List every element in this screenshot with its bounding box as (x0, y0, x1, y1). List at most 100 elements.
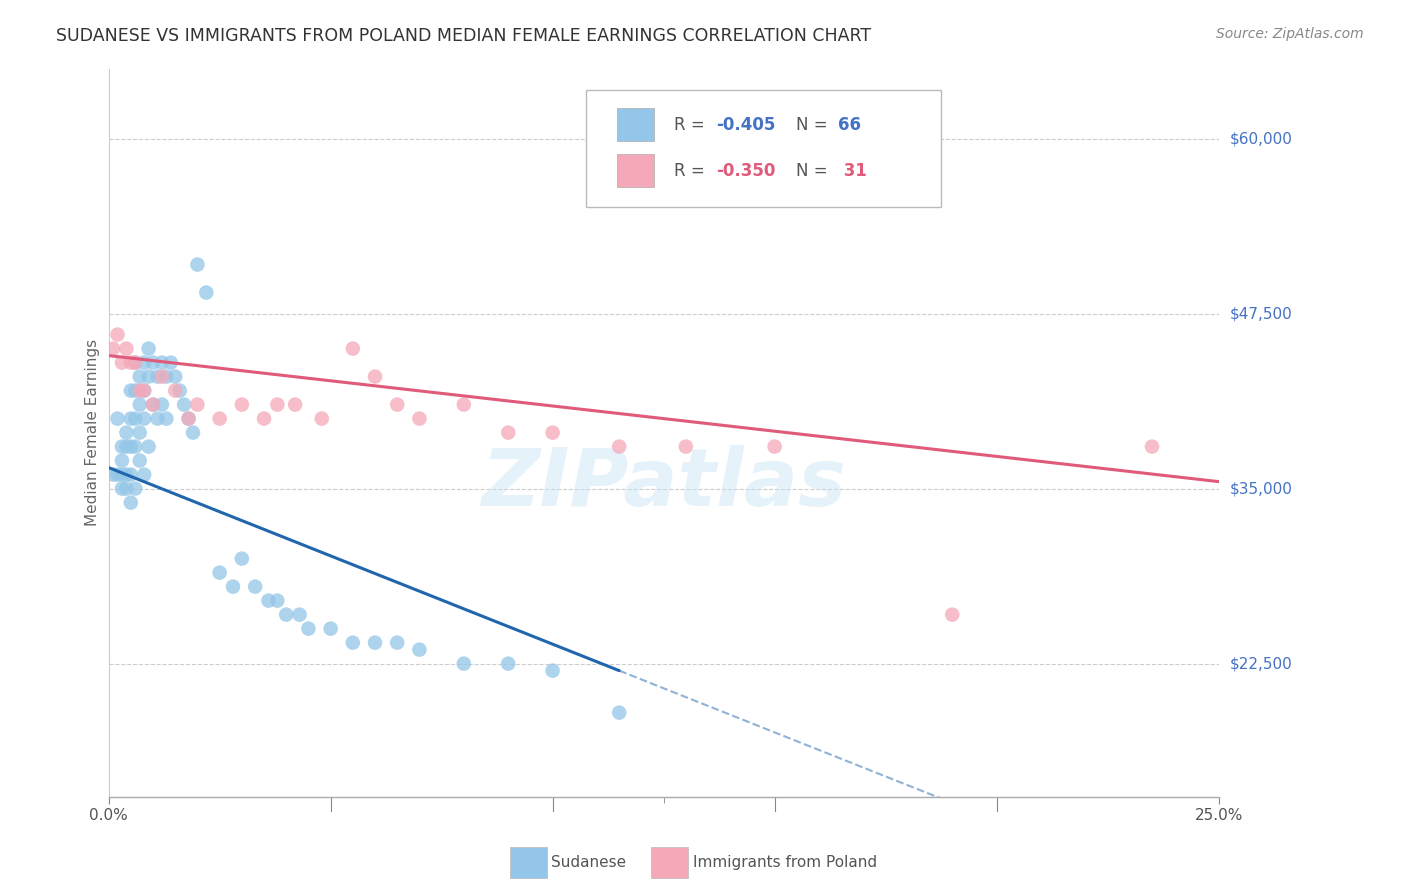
Point (675, 440, 697, 454)
Point (134, 467, 156, 482)
Text: Source: ZipAtlas.com: Source: ZipAtlas.com (1216, 27, 1364, 41)
Text: N =: N = (796, 116, 832, 134)
Point (138, 440, 160, 454)
Point (146, 369, 169, 384)
Point (364, 635, 387, 649)
Text: 31: 31 (838, 161, 866, 179)
Point (134, 384, 156, 398)
Point (496, 657, 519, 671)
Point (266, 398, 288, 412)
Point (208, 566, 231, 580)
Bar (617, 154, 654, 187)
Point (115, 342, 138, 356)
Point (208, 411, 231, 425)
Point (120, 355, 142, 369)
Point (120, 411, 142, 425)
Point (607, 706, 630, 720)
Point (120, 384, 142, 398)
Text: ZIPatlas: ZIPatlas (481, 444, 846, 523)
Point (297, 622, 319, 636)
Point (124, 355, 146, 369)
Point (107, 327, 129, 342)
Point (115, 425, 138, 440)
Text: Sudanese: Sudanese (551, 855, 626, 870)
Point (165, 369, 187, 384)
Point (128, 425, 150, 440)
Point (134, 411, 156, 425)
Point (387, 635, 409, 649)
Text: $22,500: $22,500 (1230, 657, 1292, 671)
Point (311, 411, 333, 425)
Point (142, 398, 165, 412)
Point (181, 425, 204, 440)
Text: N =: N = (796, 161, 832, 179)
Point (138, 342, 160, 356)
Point (120, 495, 142, 509)
Point (257, 593, 280, 607)
Point (266, 593, 288, 607)
Point (111, 467, 134, 482)
Text: $35,000: $35,000 (1230, 481, 1292, 496)
Point (128, 398, 150, 412)
Point (231, 398, 253, 412)
Point (124, 355, 146, 369)
Point (124, 440, 146, 454)
Point (177, 411, 200, 425)
Point (342, 342, 364, 356)
Point (128, 384, 150, 398)
Point (453, 398, 475, 412)
Point (186, 398, 208, 412)
Bar (617, 109, 654, 141)
Text: $47,500: $47,500 (1230, 306, 1292, 321)
Point (134, 384, 156, 398)
Point (111, 453, 134, 467)
Point (387, 398, 409, 412)
Point (342, 635, 364, 649)
Text: 66: 66 (838, 116, 860, 134)
Point (107, 467, 129, 482)
Point (408, 642, 430, 657)
Point (101, 467, 124, 482)
Point (150, 355, 173, 369)
Point (115, 467, 138, 482)
Point (138, 369, 160, 384)
Point (607, 440, 630, 454)
Point (541, 664, 564, 678)
Point (496, 425, 519, 440)
Point (128, 453, 150, 467)
Text: Immigrants from Poland: Immigrants from Poland (693, 855, 877, 870)
Point (1140, 440, 1163, 454)
Text: SUDANESE VS IMMIGRANTS FROM POLAND MEDIAN FEMALE EARNINGS CORRELATION CHART: SUDANESE VS IMMIGRANTS FROM POLAND MEDIA… (56, 27, 872, 45)
FancyBboxPatch shape (586, 90, 941, 207)
Point (101, 342, 124, 356)
Point (276, 607, 298, 622)
Point (195, 285, 218, 300)
Point (120, 467, 142, 482)
Point (222, 580, 245, 594)
Point (541, 425, 564, 440)
Point (124, 411, 146, 425)
Point (169, 384, 191, 398)
Point (159, 355, 181, 369)
Point (155, 369, 177, 384)
Point (177, 411, 200, 425)
Point (111, 440, 134, 454)
Point (146, 411, 169, 425)
Point (173, 398, 195, 412)
Point (155, 411, 177, 425)
Point (111, 482, 134, 496)
Text: -0.350: -0.350 (716, 161, 775, 179)
Point (124, 384, 146, 398)
Point (150, 369, 173, 384)
Point (319, 622, 342, 636)
Text: R =: R = (673, 161, 710, 179)
Point (115, 440, 138, 454)
Point (142, 355, 165, 369)
Point (231, 551, 253, 566)
Text: R =: R = (673, 116, 710, 134)
Point (165, 384, 187, 398)
Point (453, 657, 475, 671)
Point (253, 411, 276, 425)
Point (107, 411, 129, 425)
Point (120, 440, 142, 454)
